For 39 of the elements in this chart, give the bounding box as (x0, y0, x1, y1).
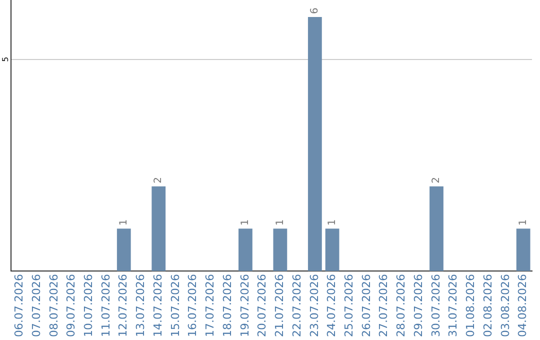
data-label: 6 (310, 8, 321, 14)
data-label: 1 (518, 219, 529, 226)
x-tick-label: 30.07.2026 (429, 274, 442, 338)
x-tick-label: 20.07.2026 (256, 274, 269, 338)
x-tick-label: 09.07.2026 (64, 274, 78, 338)
data-label: 1 (326, 219, 338, 226)
x-tick-label: 03.08.2026 (498, 274, 512, 338)
x-tick-label: 08.07.2026 (47, 274, 60, 338)
data-label: 2 (431, 176, 442, 184)
x-tick-label: 15.07.2026 (168, 274, 182, 338)
x-tick-label: 21.07.2026 (273, 274, 286, 338)
x-tick-label: 12.07.2026 (116, 274, 130, 338)
x-tick-label: 26.07.2026 (360, 274, 373, 338)
x-tick-label: 18.07.2026 (220, 274, 234, 338)
x-tick-label: 28.07.2026 (394, 274, 408, 338)
data-label: 1 (240, 219, 252, 226)
x-tick-label: 06.07.2026 (12, 274, 26, 338)
x-tick-label: 04.08.2026 (516, 274, 530, 338)
x-tick-label: 13.07.2026 (134, 274, 148, 338)
x-tick-label: 16.07.2026 (186, 274, 200, 338)
x-tick-label: 29.07.2026 (412, 274, 425, 338)
x-tick-label: 27.07.2026 (377, 274, 390, 338)
x-tick-label: 14.07.2026 (151, 274, 164, 338)
x-tick-label: 23.07.2026 (308, 274, 321, 338)
x-tick-label: 02.08.2026 (481, 274, 494, 338)
y-tick-label: 5 (1, 56, 10, 62)
x-tick-label: 24.07.2026 (325, 274, 338, 338)
x-tick-label: 10.07.2026 (82, 274, 96, 338)
x-tick-label: 22.07.2026 (290, 274, 304, 338)
x-tick-label: 11.07.2026 (99, 274, 112, 338)
x-tick-label: 17.07.2026 (204, 274, 217, 338)
x-tick-label: 01.08.2026 (464, 274, 478, 338)
x-tick-label: 07.07.2026 (30, 274, 43, 338)
x-tick-label: 31.07.2026 (446, 274, 460, 338)
x-tick-label: 25.07.2026 (342, 274, 356, 338)
data-label: 1 (118, 219, 130, 226)
data-label: 2 (153, 176, 164, 184)
data-label: 1 (274, 219, 286, 226)
x-tick-label: 19.07.2026 (238, 274, 252, 338)
